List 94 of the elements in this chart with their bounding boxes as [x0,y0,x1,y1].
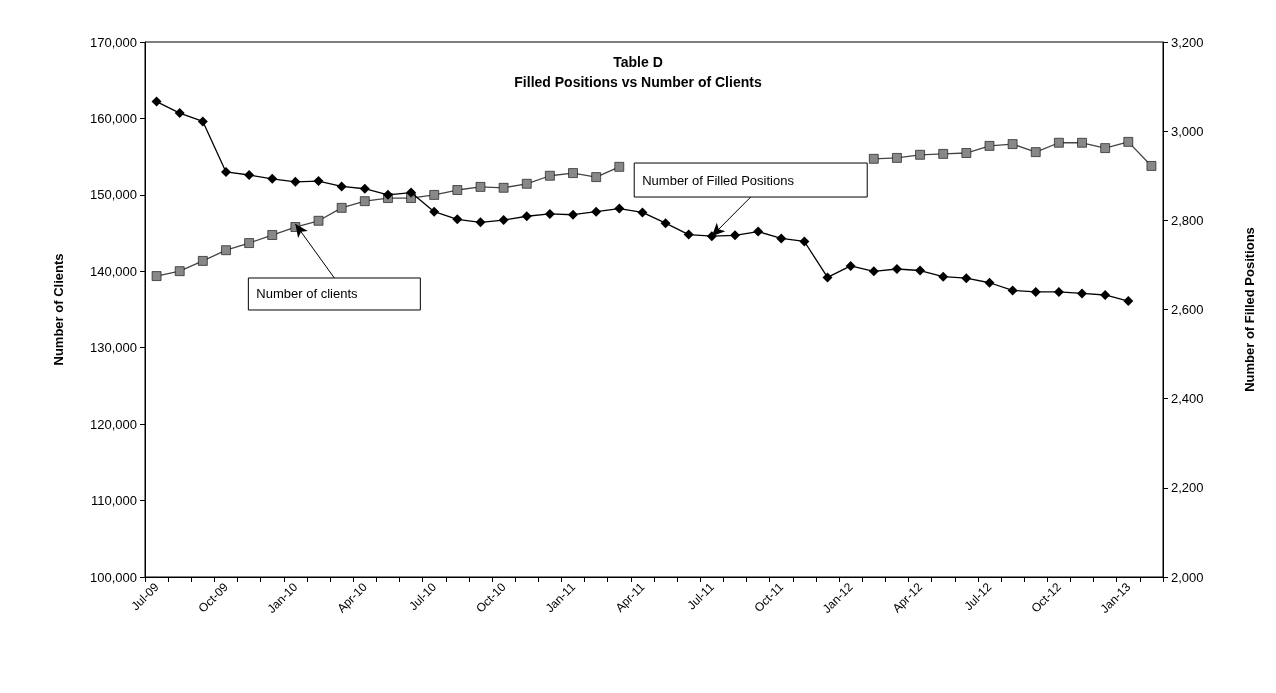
y-axis-title: Number of Clients [51,253,66,366]
point [498,182,509,193]
point [938,149,948,159]
point [637,207,648,218]
y2-tick-label: 3,000 [1171,123,1204,139]
point [313,215,324,226]
point [614,162,625,172]
point [892,153,902,163]
point [1077,288,1088,299]
point [475,182,486,192]
point [521,211,532,222]
point [591,206,602,217]
annotation: Number of Filled Positions [642,172,795,188]
point [1077,137,1087,148]
point [221,245,231,255]
point [799,236,810,247]
point [915,150,925,160]
point [1054,137,1064,148]
point [336,181,347,192]
y2-tick-label: 2,800 [1171,212,1204,228]
y2-tick-label: 3,200 [1171,34,1204,50]
point [961,148,972,158]
y-tick-label: 120,000 [90,416,137,432]
point [521,178,532,189]
point [197,116,208,127]
point [267,230,278,240]
point [891,263,902,274]
point [984,277,995,288]
point [869,154,879,164]
y2-tick-label: 2,200 [1171,480,1204,496]
point [1053,286,1064,297]
y2-tick-label: 2,400 [1171,391,1204,407]
point [1100,289,1111,300]
point [198,256,208,266]
point [475,217,486,228]
point [1123,296,1134,307]
point [290,176,301,187]
point [174,108,185,119]
point [591,172,601,182]
point [498,215,509,226]
point [614,203,625,214]
point [244,238,254,248]
point [822,272,833,283]
point [660,218,671,229]
text: Filled Positions vs Number of Clients [514,74,762,90]
point [1007,139,1018,149]
point [1007,285,1018,296]
text: Table D [613,54,663,70]
point [359,183,370,194]
point [753,226,764,237]
point [382,189,393,200]
point [360,196,370,206]
point [544,208,555,219]
point [776,233,787,244]
y-tick-label: 170,000 [90,34,137,50]
point [220,166,231,177]
point [683,229,694,240]
y-tick-label: 100,000 [90,569,137,585]
annotation: Number of clients [256,286,358,302]
point [1146,161,1157,171]
point [429,206,440,217]
point [151,96,162,107]
point [452,214,463,225]
point [174,266,185,276]
point [429,190,439,200]
point [244,169,255,180]
y2-tick-label: 2,000 [1171,569,1204,585]
y-tick-label: 160,000 [90,110,137,126]
point [406,187,417,198]
point [938,271,949,282]
point [568,209,579,220]
point [1123,137,1134,147]
y-tick-label: 150,000 [90,187,137,203]
y-tick-label: 130,000 [90,340,137,356]
point [545,170,555,181]
point [868,266,879,277]
y-tick-label: 140,000 [90,263,137,279]
point [452,185,463,195]
point [915,265,926,276]
point [151,271,162,281]
point [729,230,740,241]
point [336,203,347,213]
point [984,141,995,151]
y2-tick-label: 2,600 [1171,302,1204,317]
y-tick-label: 110,000 [90,493,137,509]
point [313,176,324,187]
point [1030,286,1041,297]
point [267,173,278,184]
point [961,273,972,284]
y2-axis-title: Number of Filled Positions [1242,227,1257,392]
point [568,168,578,178]
point [1100,143,1110,153]
point [1030,147,1041,157]
point [845,260,856,271]
